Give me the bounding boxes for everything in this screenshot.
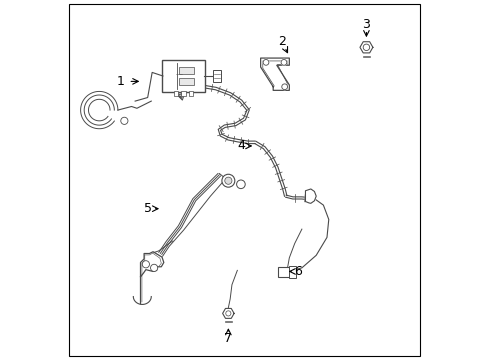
Circle shape (224, 177, 231, 184)
Circle shape (263, 59, 268, 65)
Bar (181, 91, 185, 95)
Text: 5: 5 (143, 202, 151, 215)
Text: 6: 6 (294, 265, 302, 278)
Circle shape (281, 59, 286, 65)
Polygon shape (222, 309, 234, 318)
Circle shape (281, 84, 287, 90)
Text: 4: 4 (237, 139, 244, 152)
Bar (188, 91, 193, 95)
Circle shape (236, 180, 244, 189)
Circle shape (263, 59, 268, 65)
Polygon shape (359, 42, 372, 53)
Circle shape (281, 84, 287, 90)
Circle shape (142, 261, 149, 268)
Polygon shape (260, 58, 289, 90)
Bar (179, 67, 193, 74)
Text: —: — (176, 71, 183, 77)
FancyBboxPatch shape (162, 60, 204, 92)
Text: 7: 7 (224, 332, 232, 345)
Bar (179, 78, 193, 85)
Polygon shape (305, 189, 316, 203)
Text: 2: 2 (278, 35, 285, 49)
Circle shape (281, 59, 286, 65)
Bar (174, 91, 178, 95)
Circle shape (121, 117, 128, 125)
FancyBboxPatch shape (277, 267, 289, 277)
Text: 1: 1 (117, 75, 124, 88)
FancyBboxPatch shape (288, 266, 296, 278)
Polygon shape (140, 252, 163, 304)
Circle shape (363, 44, 369, 50)
Circle shape (222, 174, 234, 187)
Circle shape (225, 311, 230, 316)
Text: 3: 3 (362, 18, 369, 31)
FancyBboxPatch shape (212, 70, 220, 82)
Circle shape (150, 264, 158, 271)
